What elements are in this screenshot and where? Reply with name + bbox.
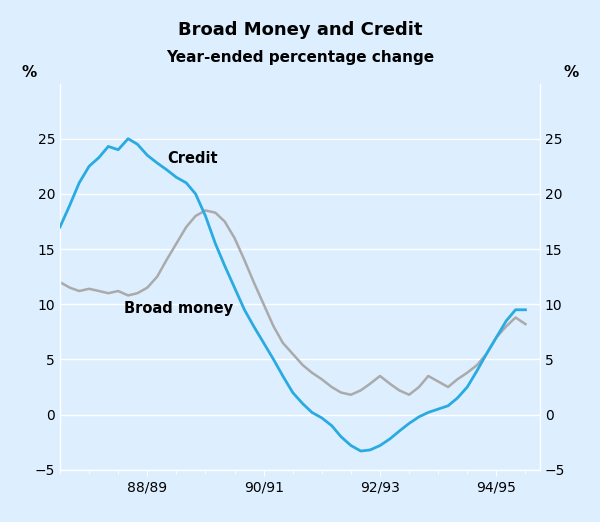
Text: Broad Money and Credit: Broad Money and Credit bbox=[178, 21, 422, 39]
Text: Broad money: Broad money bbox=[124, 301, 233, 316]
Text: %: % bbox=[563, 65, 579, 80]
Text: Credit: Credit bbox=[167, 151, 218, 166]
Text: Year-ended percentage change: Year-ended percentage change bbox=[166, 50, 434, 65]
Text: %: % bbox=[21, 65, 37, 80]
